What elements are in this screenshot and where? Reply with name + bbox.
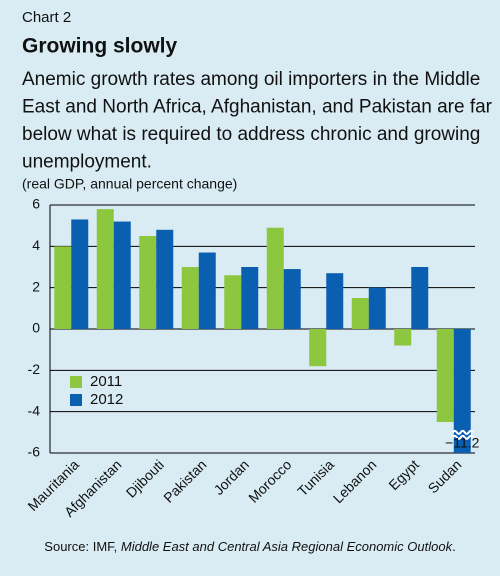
bar [71, 219, 89, 329]
subtitle-line: unemployment. [22, 152, 152, 173]
bar [96, 209, 114, 329]
legend-swatch [70, 394, 82, 406]
bar [368, 287, 386, 329]
bar [156, 229, 174, 329]
chart-label: Chart 2 [22, 9, 71, 26]
bar [198, 252, 216, 329]
bar [266, 227, 284, 329]
x-tick-label: Pakistan [160, 456, 209, 505]
source-title: Middle East and Central Asia Regional Ec… [121, 539, 454, 554]
legend-label: 2011 [90, 373, 122, 390]
y-axis-label: (real GDP, annual percent change) [22, 176, 237, 192]
y-tick-label: -4 [28, 402, 41, 418]
x-tick-label: Morocco [245, 456, 294, 505]
subtitle-line: East and North Africa, Afghanistan, and … [22, 97, 493, 118]
x-tick-label: Sudan [425, 456, 465, 496]
x-tick-label: Jordan [210, 456, 252, 498]
bars [54, 209, 471, 453]
y-tick-label: 4 [32, 237, 40, 253]
bar [241, 267, 259, 329]
x-tick-label: Egypt [385, 456, 422, 493]
source: Source: IMF, Middle East and Central Asi… [44, 539, 455, 554]
legend-label: 2012 [90, 391, 123, 408]
bar [351, 298, 369, 329]
value-label: −11.2 [445, 435, 480, 451]
bar [394, 329, 412, 346]
bar [453, 329, 471, 453]
x-tick-label: Lebanon [330, 456, 380, 506]
source-suffix: . [452, 539, 456, 554]
bar [139, 236, 157, 329]
y-tick-label: -6 [28, 444, 41, 460]
legend-swatch [70, 376, 82, 388]
axis-break [451, 429, 474, 440]
bar [309, 329, 327, 367]
subtitle-line: Anemic growth rates among oil importers … [22, 69, 480, 90]
y-tick-label: -2 [28, 361, 41, 377]
bar [54, 246, 72, 329]
bar [283, 269, 301, 329]
bar [113, 221, 131, 329]
chart-title: Growing slowly [22, 35, 178, 58]
y-tick-label: 6 [32, 196, 40, 212]
bar [326, 273, 344, 329]
bar [181, 267, 199, 329]
subtitle-line: below what is required to address chroni… [22, 124, 480, 145]
bar [224, 275, 242, 329]
source-prefix: Source: IMF, [44, 539, 121, 554]
y-tick-label: 0 [32, 320, 40, 336]
bar [436, 329, 454, 422]
bar [411, 267, 429, 329]
y-tick-label: 2 [32, 278, 40, 294]
